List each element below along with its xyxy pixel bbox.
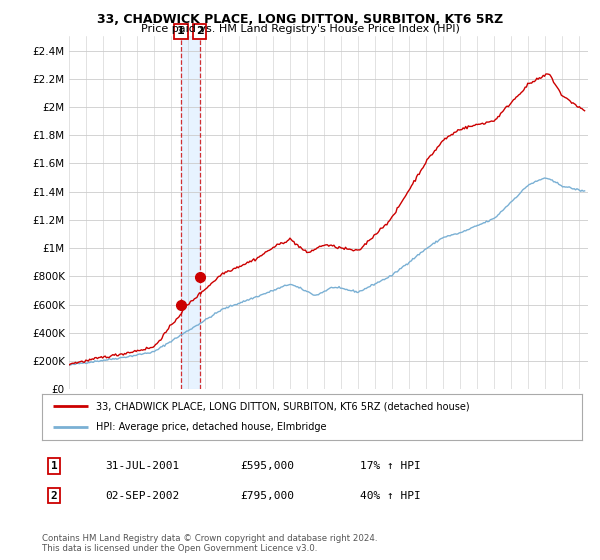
Text: 40% ↑ HPI: 40% ↑ HPI <box>360 491 421 501</box>
Text: 33, CHADWICK PLACE, LONG DITTON, SURBITON, KT6 5RZ: 33, CHADWICK PLACE, LONG DITTON, SURBITO… <box>97 13 503 26</box>
Text: £795,000: £795,000 <box>240 491 294 501</box>
Text: Contains HM Land Registry data © Crown copyright and database right 2024.
This d: Contains HM Land Registry data © Crown c… <box>42 534 377 553</box>
Text: 2: 2 <box>196 26 203 36</box>
Text: £595,000: £595,000 <box>240 461 294 471</box>
Text: HPI: Average price, detached house, Elmbridge: HPI: Average price, detached house, Elmb… <box>96 422 326 432</box>
Text: 17% ↑ HPI: 17% ↑ HPI <box>360 461 421 471</box>
Text: 33, CHADWICK PLACE, LONG DITTON, SURBITON, KT6 5RZ (detached house): 33, CHADWICK PLACE, LONG DITTON, SURBITO… <box>96 401 470 411</box>
Text: 31-JUL-2001: 31-JUL-2001 <box>105 461 179 471</box>
Text: Price paid vs. HM Land Registry's House Price Index (HPI): Price paid vs. HM Land Registry's House … <box>140 24 460 34</box>
Text: 1: 1 <box>50 461 58 471</box>
Bar <box>181 36 200 389</box>
Text: 1: 1 <box>177 26 185 36</box>
Text: 2: 2 <box>50 491 58 501</box>
Text: 02-SEP-2002: 02-SEP-2002 <box>105 491 179 501</box>
